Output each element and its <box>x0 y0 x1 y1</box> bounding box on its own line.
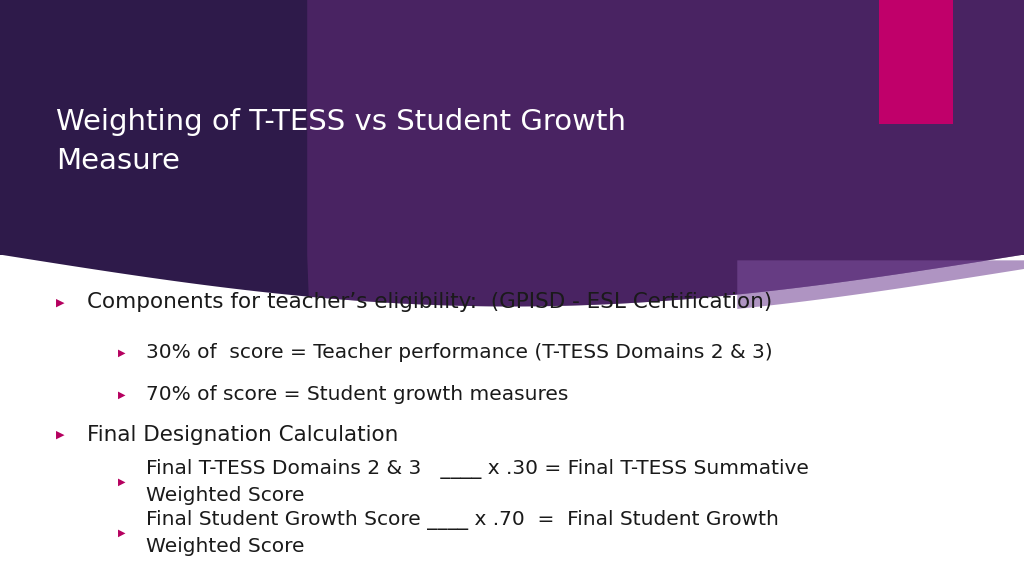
Text: ▶: ▶ <box>56 430 65 440</box>
Text: 70% of score = Student growth measures: 70% of score = Student growth measures <box>146 385 568 404</box>
FancyBboxPatch shape <box>0 18 1024 255</box>
Text: Weighting of T-TESS vs Student Growth
Measure: Weighting of T-TESS vs Student Growth Me… <box>56 108 627 175</box>
Text: Components for teacher’s eligibility:  (GPISD - ESL Certification): Components for teacher’s eligibility: (G… <box>87 293 772 312</box>
Text: ▶: ▶ <box>118 347 125 358</box>
Text: Final Student Growth Score ____ x .70  =  Final Student Growth
Weighted Score: Final Student Growth Score ____ x .70 = … <box>146 510 779 556</box>
Text: ▶: ▶ <box>56 297 65 308</box>
Text: ▶: ▶ <box>118 477 125 487</box>
Polygon shape <box>737 260 1024 309</box>
Text: Final T-TESS Domains 2 & 3   ____ x .30 = Final T-TESS Summative
Weighted Score: Final T-TESS Domains 2 & 3 ____ x .30 = … <box>146 459 809 505</box>
Text: ▶: ▶ <box>118 528 125 538</box>
Polygon shape <box>0 0 1024 306</box>
Text: ▶: ▶ <box>118 389 125 400</box>
Text: Final Designation Calculation: Final Designation Calculation <box>87 425 398 445</box>
FancyBboxPatch shape <box>879 0 953 124</box>
Polygon shape <box>307 0 1024 306</box>
FancyBboxPatch shape <box>307 18 1024 255</box>
Text: 30% of  score = Teacher performance (T-TESS Domains 2 & 3): 30% of score = Teacher performance (T-TE… <box>146 343 773 362</box>
